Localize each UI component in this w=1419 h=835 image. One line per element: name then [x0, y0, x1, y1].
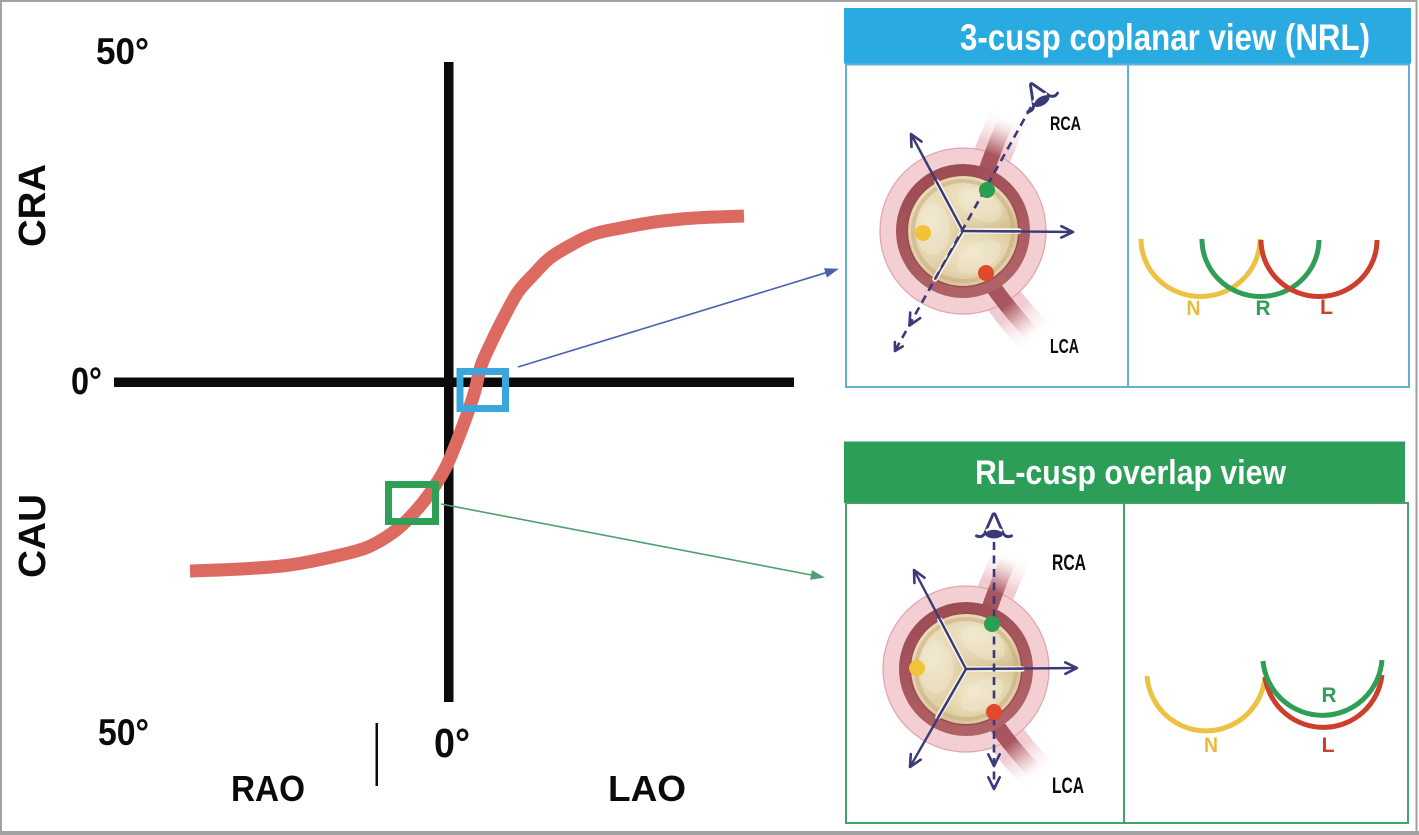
- svg-text:CAU: CAU: [12, 494, 54, 578]
- svg-text:LCA: LCA: [1052, 773, 1084, 798]
- svg-text:3-cusp coplanar view (NRL): 3-cusp coplanar view (NRL): [960, 17, 1370, 58]
- svg-text:RCA: RCA: [1052, 550, 1086, 575]
- svg-text:N: N: [1187, 297, 1201, 320]
- svg-text:LAO: LAO: [608, 768, 686, 809]
- svg-text:L: L: [1322, 734, 1335, 757]
- svg-text:N: N: [1204, 734, 1218, 757]
- svg-text:0°: 0°: [71, 361, 102, 403]
- svg-text:50°: 50°: [98, 712, 149, 753]
- svg-text:50°: 50°: [96, 31, 149, 72]
- svg-text:L: L: [1320, 296, 1333, 319]
- svg-text:CRA: CRA: [12, 164, 54, 247]
- svg-text:RAO: RAO: [231, 768, 305, 809]
- svg-text:RL-cusp overlap view: RL-cusp overlap view: [975, 454, 1286, 492]
- svg-text:0°: 0°: [434, 720, 470, 766]
- svg-text:LCA: LCA: [1050, 336, 1079, 358]
- svg-text:R: R: [1322, 684, 1337, 707]
- svg-text:R: R: [1256, 297, 1271, 320]
- svg-text:RCA: RCA: [1050, 114, 1081, 135]
